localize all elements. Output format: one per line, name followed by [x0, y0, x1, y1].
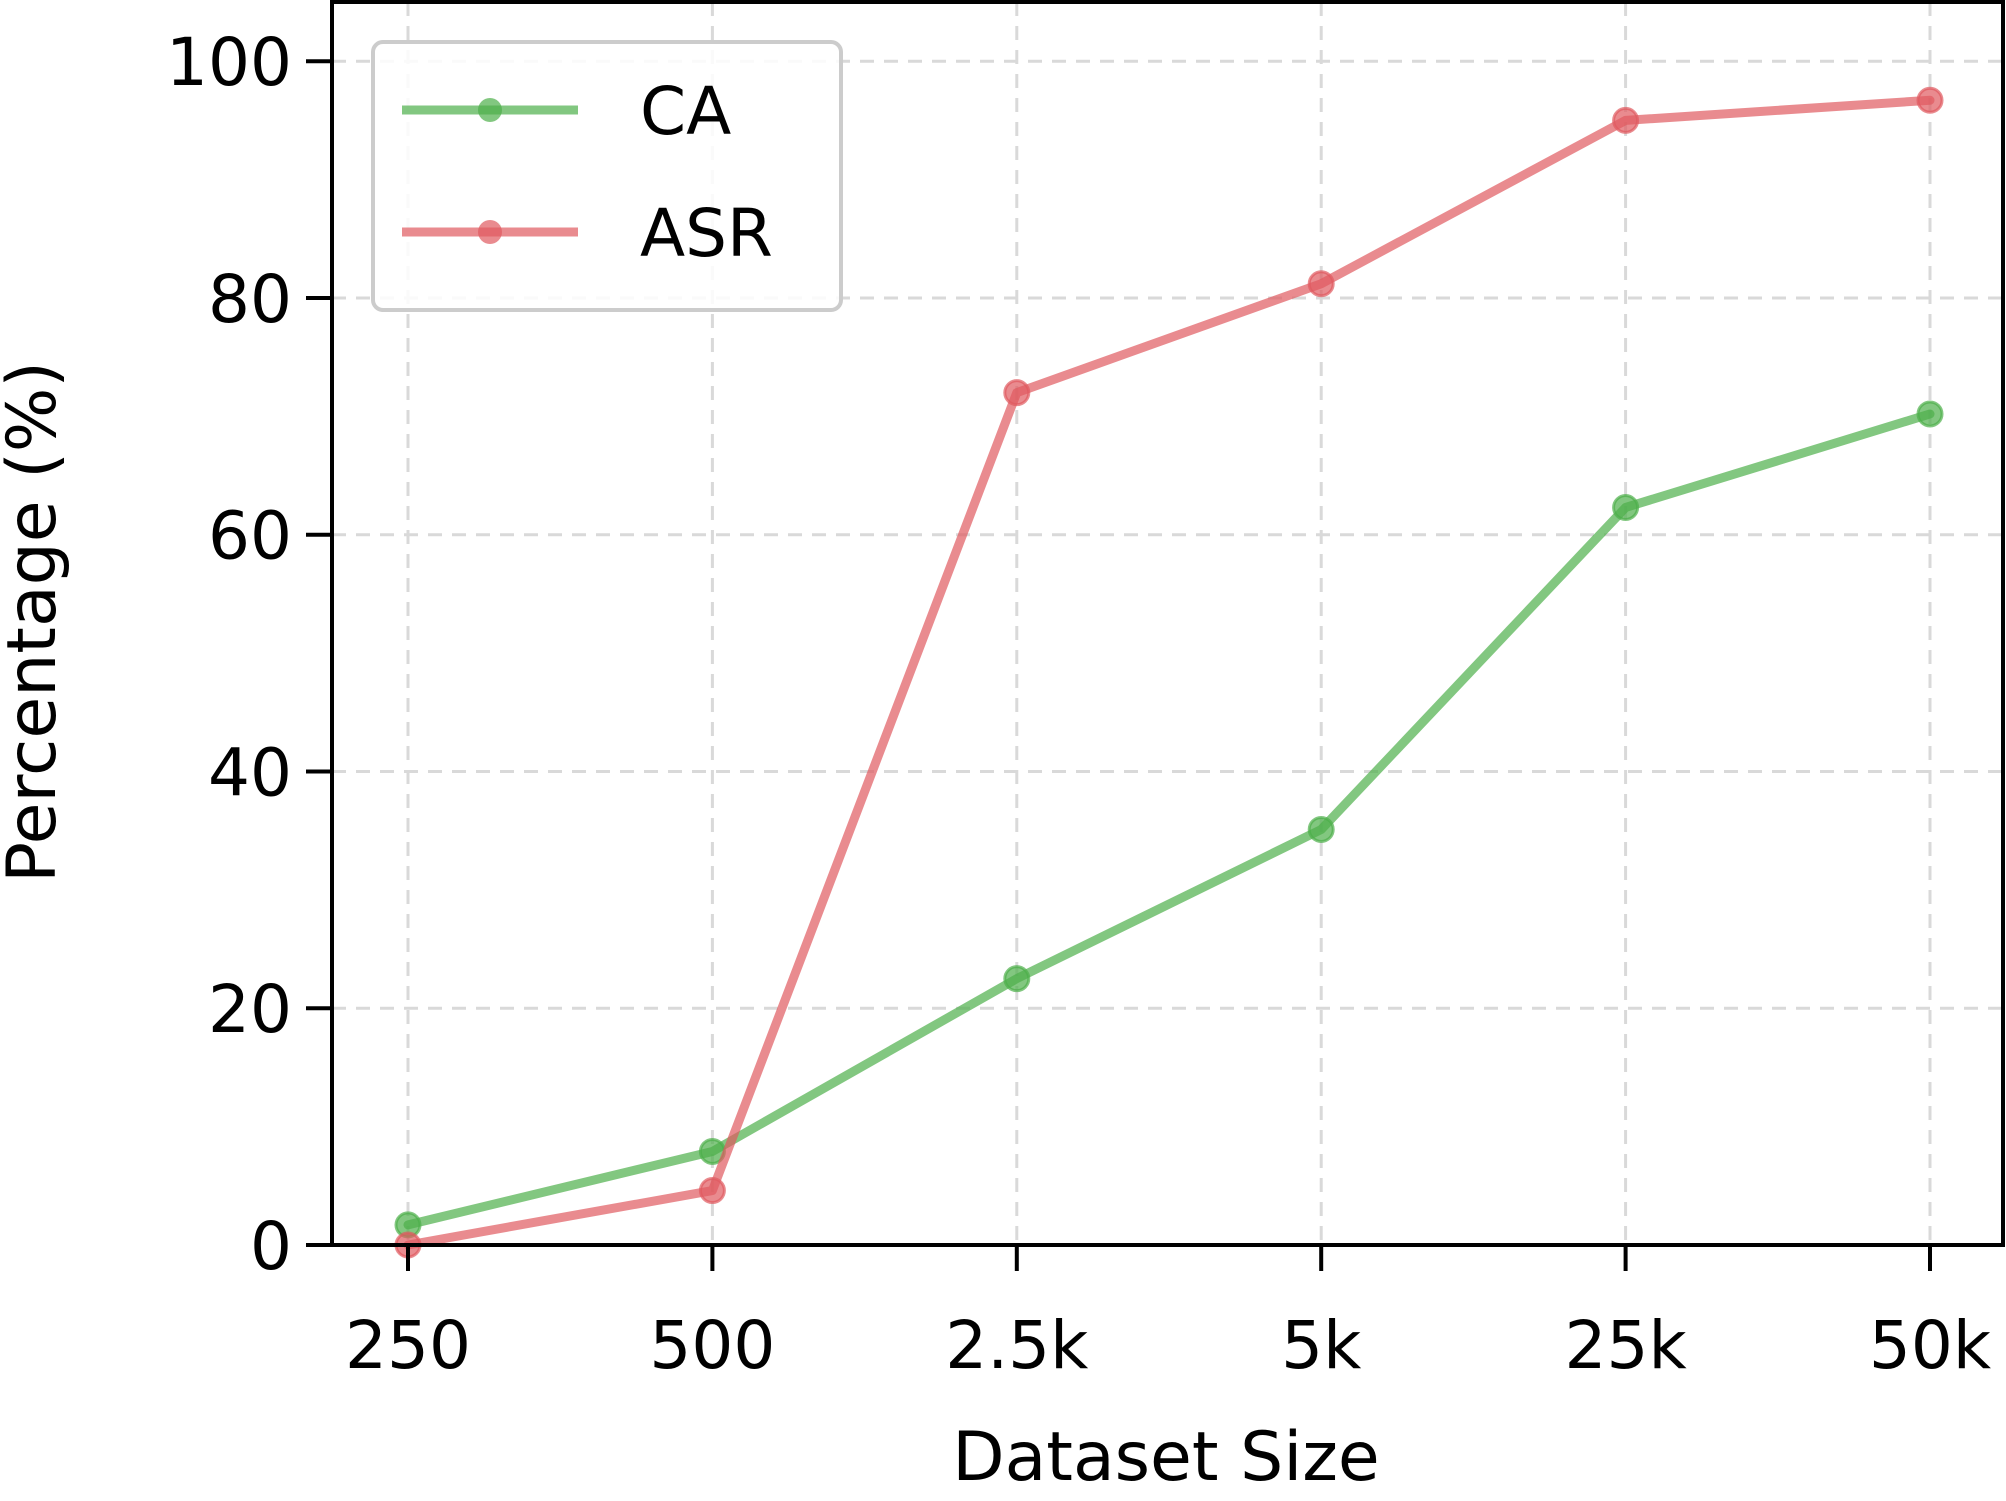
series-layer	[394, 86, 1944, 1259]
plot-frame	[330, 0, 2005, 1247]
x-tick-label-3: 5k	[1281, 1307, 1362, 1384]
x-tick-label-5: 50k	[1869, 1307, 1992, 1384]
series-line-ca	[403, 409, 1935, 1230]
y-tick-labels: 0 20 40 60 80 100	[166, 24, 292, 1285]
data-point-ca-2	[1003, 965, 1031, 993]
y-tick-label-0: 0	[250, 1208, 292, 1285]
y-tick-label-3: 60	[208, 498, 292, 575]
x-tick-label-0: 250	[345, 1307, 471, 1384]
legend-marker-ca	[478, 98, 502, 122]
series-line-asr	[403, 95, 1935, 1250]
x-tick-label-1: 500	[649, 1307, 775, 1384]
legend: CA ASR	[371, 40, 843, 312]
data-point-asr-1	[698, 1177, 726, 1205]
y-tick-label-4: 80	[208, 261, 292, 338]
y-tick-label-1: 20	[208, 971, 292, 1048]
legend-marker-asr	[478, 220, 502, 244]
y-tick-label-5: 100	[166, 24, 292, 101]
data-point-ca-4	[1612, 493, 1640, 521]
data-point-asr-2	[1003, 379, 1031, 407]
data-point-asr-4	[1612, 106, 1640, 134]
y-axis-title: Percentage (%)	[0, 361, 72, 883]
x-tick-label-4: 25k	[1564, 1307, 1687, 1384]
data-point-asr-3	[1307, 270, 1335, 298]
grid-lines	[332, 2, 2003, 1245]
data-point-asr-5	[1916, 86, 1944, 114]
data-point-ca-3	[1307, 815, 1335, 843]
axes	[306, 0, 2005, 1271]
x-tick-label-2: 2.5k	[945, 1307, 1089, 1384]
legend-label-asr: ASR	[640, 195, 773, 272]
x-axis-title: Dataset Size	[952, 1418, 1380, 1497]
y-tick-label-2: 40	[208, 734, 292, 811]
data-point-ca-5	[1916, 400, 1944, 428]
legend-label-ca: CA	[640, 73, 731, 150]
x-tick-labels: 250 500 2.5k 5k 25k 50k	[345, 1307, 1992, 1384]
